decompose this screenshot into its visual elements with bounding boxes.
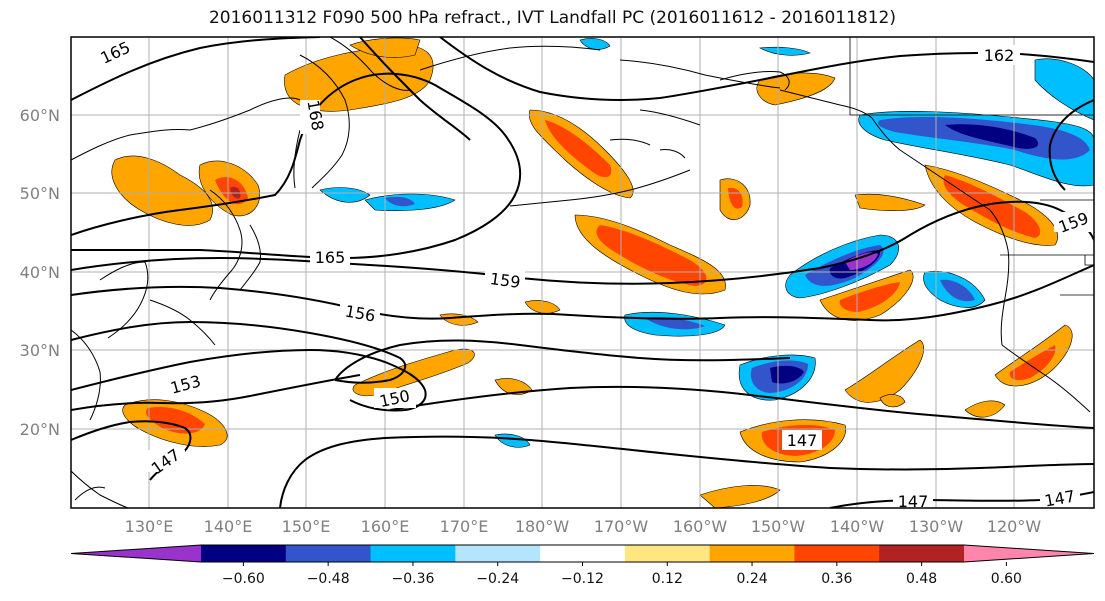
colorbar-tick-label: 0.60 <box>991 571 1022 587</box>
colorbar-segment <box>624 545 711 562</box>
colorbar-segment <box>370 545 456 562</box>
positive-anomaly-patch <box>964 400 1006 418</box>
contour-label: 147 <box>898 492 929 511</box>
lon-tick-label: 120°W <box>987 517 1042 536</box>
colorbar-segment <box>540 545 626 562</box>
negative-anomaly-patch <box>940 279 975 302</box>
graticule <box>71 37 1094 508</box>
lat-tick-label: 40°N <box>20 263 60 282</box>
negative-anomaly-patch <box>645 317 705 330</box>
latitude-labels: 60°N 50°N 40°N 30°N 20°N <box>20 106 60 439</box>
negative-anomaly-patch <box>319 187 371 203</box>
positive-anomaly-patch <box>844 339 924 403</box>
colorbar-segment <box>285 545 372 562</box>
lon-tick-label: 170°W <box>594 517 649 536</box>
colorbar-segment <box>709 545 795 562</box>
colorbar-tick-label: −0.36 <box>391 571 434 587</box>
lon-tick-label: 160°E <box>361 517 410 536</box>
positive-anomaly-patch <box>699 485 781 508</box>
lon-tick-label: 160°W <box>673 517 728 536</box>
strong-positive-patch <box>1009 345 1056 380</box>
negative-anomaly-patch <box>1034 58 1094 121</box>
strong-positive-patch <box>596 225 707 286</box>
positive-anomaly-patch <box>494 378 533 395</box>
colorbar-extend-high <box>964 545 1094 562</box>
negative-anomaly-patch <box>579 38 611 50</box>
lat-tick-label: 50°N <box>20 184 60 203</box>
height-contours <box>71 37 1094 508</box>
lat-tick-label: 60°N <box>20 106 60 125</box>
positive-anomaly-patch <box>352 348 475 397</box>
longitude-labels: 130°E 140°E 150°E 160°E 170°E 180°W 170°… <box>125 517 1042 536</box>
lon-tick-label: 170°E <box>440 517 489 536</box>
colorbar-segment <box>201 545 287 562</box>
lon-tick-label: 180°W <box>515 517 570 536</box>
contour-label: 159 <box>489 269 522 292</box>
colorbar-tick-label: −0.48 <box>307 571 350 587</box>
negative-anomaly-patch <box>385 196 415 207</box>
negative-anomaly-patch <box>758 46 811 56</box>
colorbar-tick-label: −0.12 <box>561 571 604 587</box>
contour-label: 162 <box>984 46 1015 65</box>
positive-anomaly-patch <box>854 193 926 211</box>
colorbar: −0.60 −0.48 −0.36 −0.24 −0.12 0.12 0.24 0.36 0.4… <box>70 544 1095 587</box>
contour-label: 165 <box>315 248 346 267</box>
contour-label: 147 <box>787 431 818 450</box>
colorbar-tick-label: −0.24 <box>476 571 519 587</box>
borders <box>849 37 1094 296</box>
strong-positive-patch <box>839 282 900 312</box>
colorbar-tick-label: 0.48 <box>906 571 937 587</box>
lon-tick-label: 150°E <box>282 517 331 536</box>
positive-anomaly-patch <box>879 394 906 408</box>
lat-tick-label: 30°N <box>20 341 60 360</box>
colorbar-tick-label: −0.60 <box>222 571 265 587</box>
map-frame <box>70 36 1095 509</box>
lon-tick-label: 150°W <box>751 517 806 536</box>
lon-tick-label: 140°W <box>830 517 885 536</box>
colorbar-extend-low <box>71 545 201 562</box>
strong-positive-patch <box>545 120 612 178</box>
strong-positive-patch <box>943 175 1041 238</box>
strong-negative-patch <box>945 124 1039 149</box>
colorbar-tick-label: 0.24 <box>736 571 767 587</box>
colorbar-segment <box>794 545 880 562</box>
contour-labels: 165 168 165 162 159 159 156 153 150 147 … <box>97 38 1094 511</box>
colorbar-segment <box>879 545 965 562</box>
colorbar-outline <box>70 544 1095 563</box>
colorbar-segment <box>455 545 541 562</box>
lat-tick-label: 20°N <box>20 420 60 439</box>
strong-positive-patch <box>145 406 205 434</box>
colorbar-tick-label: 0.36 <box>821 571 852 587</box>
lon-tick-label: 140°E <box>204 517 253 536</box>
colorbar-tick-label: 0.12 <box>652 571 683 587</box>
lon-tick-label: 130°W <box>909 517 964 536</box>
lon-tick-label: 130°E <box>125 517 174 536</box>
map-title: 2016011312 F090 500 hPa refract., IVT La… <box>208 8 896 28</box>
strongest-negative-patch <box>845 252 878 270</box>
